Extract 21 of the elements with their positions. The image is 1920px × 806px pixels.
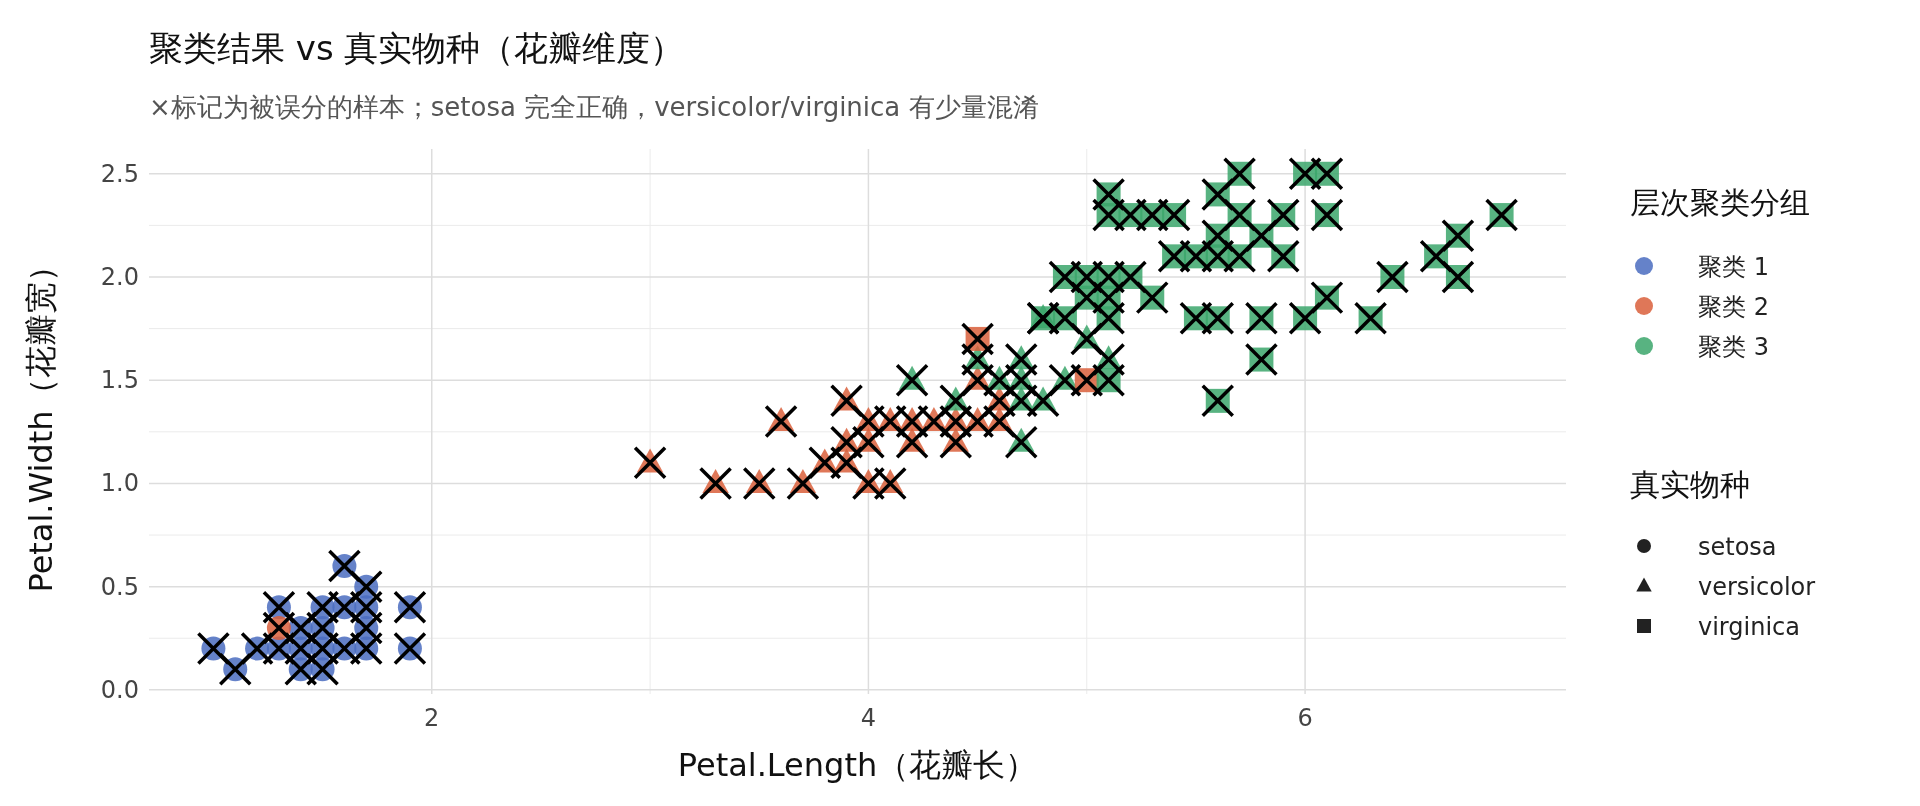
- legend-label: 聚类 3: [1698, 333, 1769, 361]
- y-tick-label: 2.0: [100, 262, 139, 291]
- y-tick-label: 2.5: [100, 159, 139, 188]
- x-tick-label: 2: [424, 704, 440, 732]
- x-tick-label: 4: [860, 704, 877, 732]
- y-tick-label: 0.5: [100, 572, 139, 601]
- chart-subtitle: ×标记为被误分的样本；setosa 完全正确，versicolor/virginica 有少量混淆: [149, 92, 1039, 122]
- y-axis-title: Petal.Width（花瓣宽）: [22, 250, 60, 593]
- y-tick-label: 0.0: [100, 675, 139, 704]
- x-axis-title: Petal.Length（花瓣长）: [677, 746, 1038, 784]
- x-tick-label: 6: [1297, 704, 1313, 732]
- text: versicolor: [1698, 573, 1816, 601]
- chart-title: 聚类结果 vs 真实物种（花瓣维度）: [149, 28, 685, 68]
- text: virginica: [1698, 613, 1800, 641]
- legend-label: 聚类 2: [1698, 293, 1769, 321]
- text: 真实物种: [1630, 467, 1750, 502]
- legend-label: 聚类 1: [1698, 253, 1769, 281]
- y-tick-label: 1.0: [100, 469, 139, 498]
- text: setosa: [1698, 533, 1777, 561]
- y-tick-label: 1.5: [100, 366, 139, 395]
- legend-title: 层次聚类分组: [1630, 185, 1810, 220]
